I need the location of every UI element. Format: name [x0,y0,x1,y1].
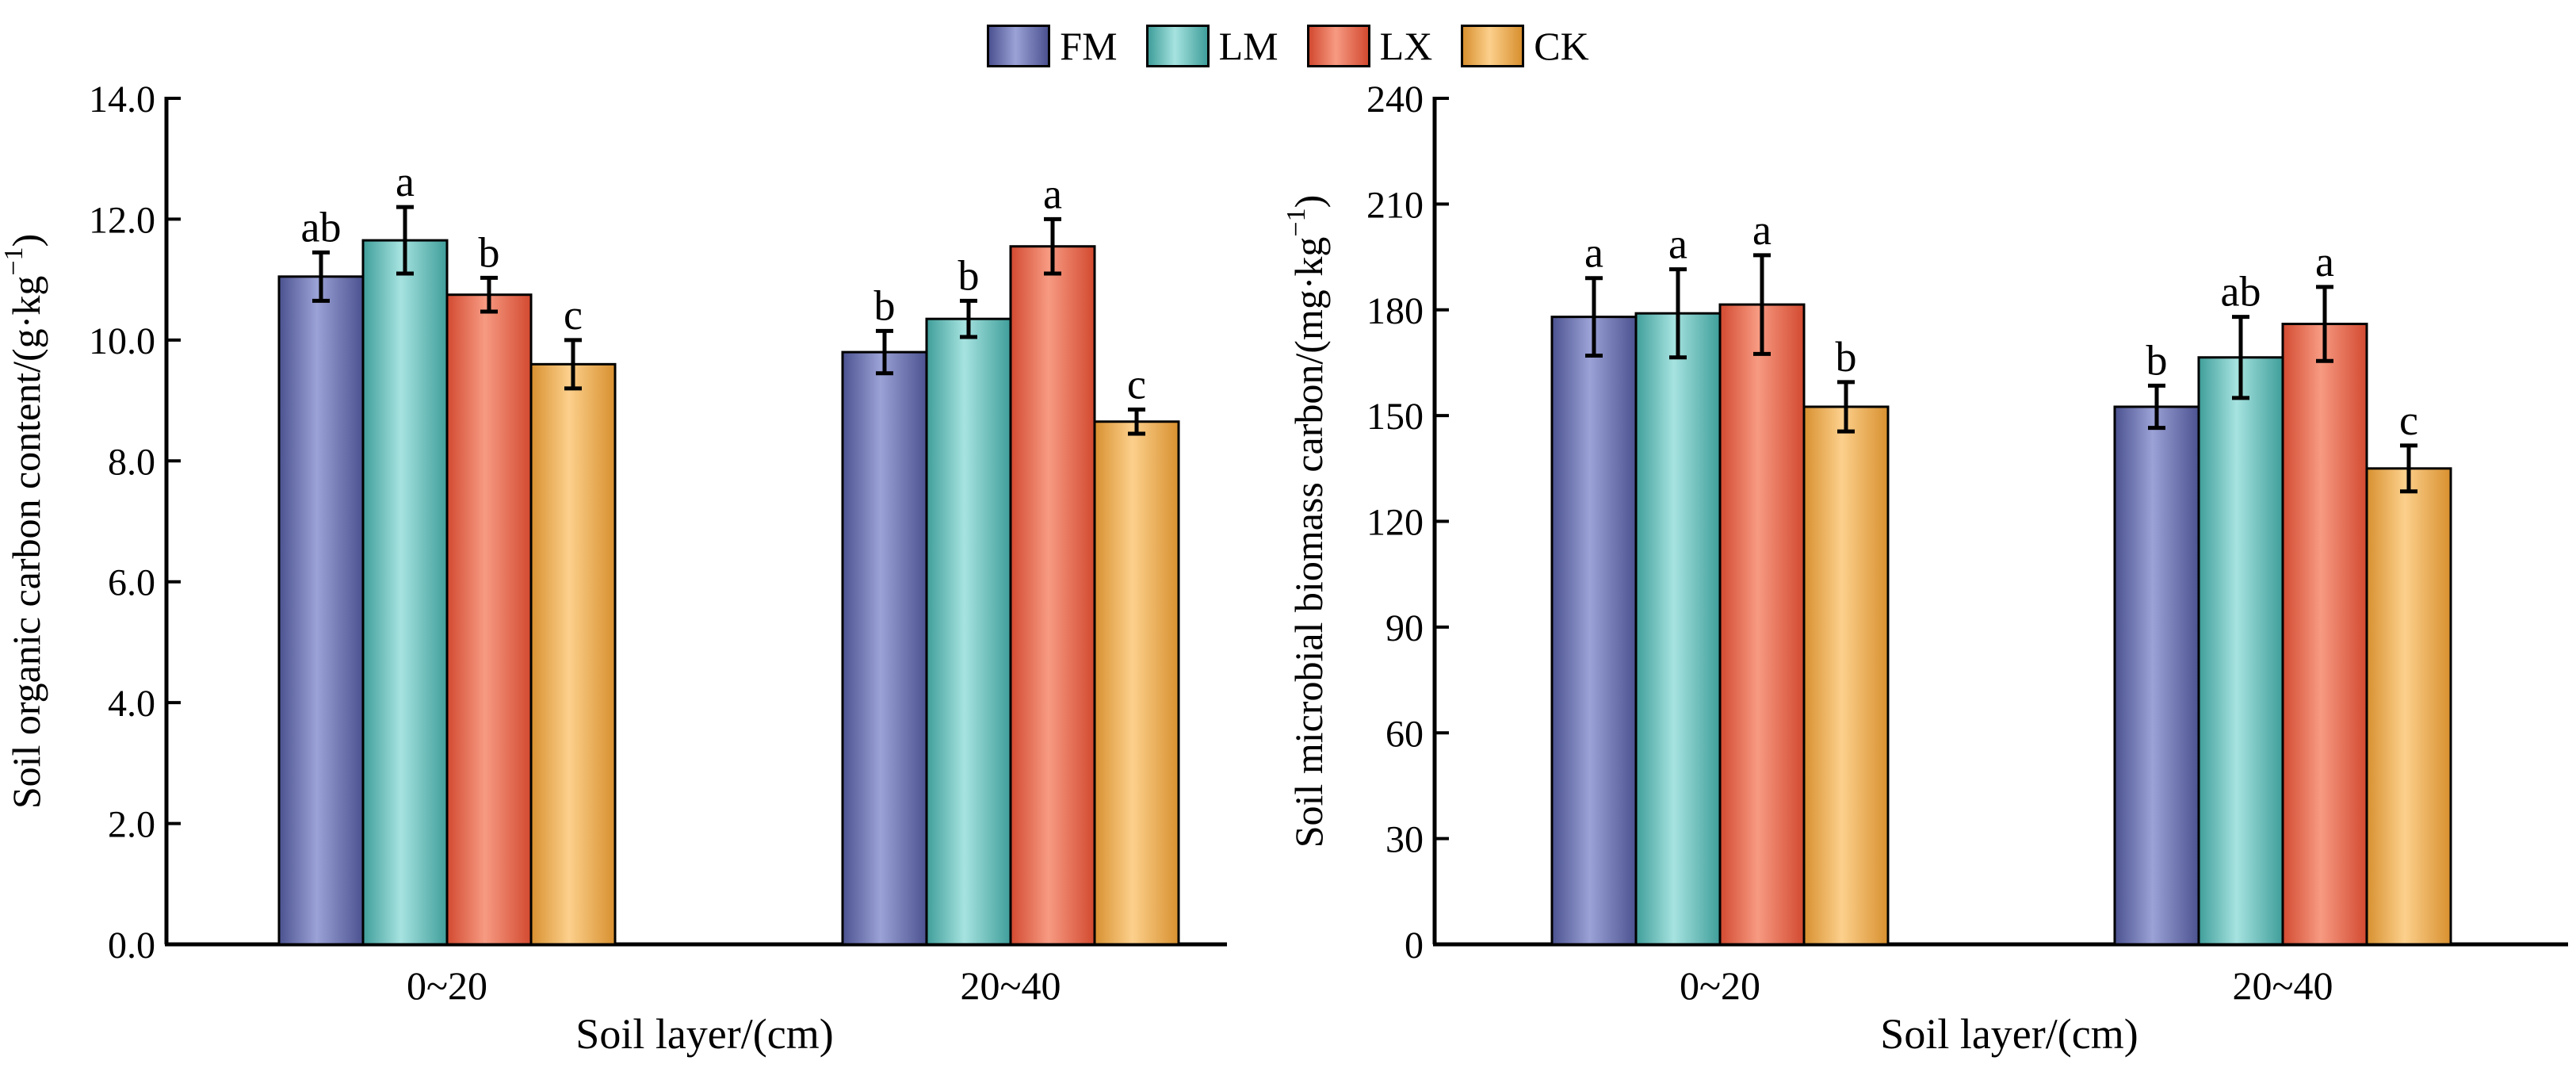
y-tick-label: 60 [1385,713,1424,755]
bar-fm-0 [1550,316,1638,946]
legend-swatch-lm [1145,25,1210,67]
y-axis-label: Soil microbial biomass carbon/(mg·kg−1) [1282,195,1331,848]
bar-ck-0 [529,362,617,946]
x-tick-label: 0~20 [407,963,487,1008]
bar-ck-1 [1093,420,1180,946]
y-tick-label: 120 [1366,502,1424,544]
y-tick-label: 6.0 [108,562,155,604]
bar-lx-1 [2281,323,2368,946]
bar-ck-0 [1802,405,1890,946]
x-tick-label: 20~40 [2232,963,2333,1008]
x-tick-label: 20~40 [960,963,1061,1008]
legend-item-lm: LM [1145,24,1278,68]
y-tick-label: 12.0 [89,199,155,241]
x-axis-label: Soil layer/(cm) [575,1010,833,1058]
legend-swatch-lx [1306,25,1370,67]
bar-lx-0 [1718,303,1806,946]
y-tick-label: 30 [1385,819,1424,861]
y-tick-label: 0.0 [108,925,155,967]
y-tick-label: 8.0 [108,441,155,483]
significance-letter: a [396,158,415,205]
bar-lx-0 [445,293,533,946]
bar-fm-1 [841,350,928,946]
legend-label-lx: LX [1379,24,1433,68]
legend-swatch-ck [1461,25,1525,67]
significance-letter: a [2315,238,2334,285]
significance-letter: ab [301,203,342,251]
bar-lm-0 [361,239,449,946]
legend-label-lm: LM [1218,24,1278,68]
significance-letter: c [2399,396,2418,444]
legend: FM LM LX CK [0,14,2576,78]
y-tick-label: 210 [1366,184,1424,226]
legend-label-fm: FM [1060,24,1118,68]
y-tick-label: 10.0 [89,320,155,362]
y-tick-label: 150 [1366,396,1424,438]
x-axis-label: Soil layer/(cm) [1880,1010,2138,1058]
y-tick-label: 0 [1405,925,1424,967]
bar-ck-1 [2365,467,2452,946]
legend-item-fm: FM [987,24,1118,68]
chart-soil-organic-carbon: 0.0 2.0 4.0 6.0 8.0 10.0 12.0 14.0 Soil organic … [0,78,1227,1058]
legend-swatch-fm [987,25,1051,67]
significance-letter: b [2146,336,2168,384]
bar-fm-0 [277,275,365,946]
chart-microbial-biomass-carbon: 0 30 60 90 120 150 180 210 240 Soil microbial bio… [1282,78,2568,1058]
legend-item-ck: CK [1461,24,1589,68]
legend-item-lx: LX [1306,24,1433,68]
y-tick-label: 2.0 [108,804,155,846]
y-tick-label: 240 [1366,78,1424,121]
significance-letter: b [874,281,896,329]
bar-fm-1 [2113,405,2200,946]
bar-lx-1 [1009,245,1096,946]
bar-lm-1 [925,317,1012,946]
significance-letter: c [1127,361,1146,408]
significance-letter: ab [2221,268,2261,316]
bar-lm-1 [2197,356,2284,946]
y-tick-label: 14.0 [89,78,155,121]
legend-label-ck: CK [1534,24,1589,68]
significance-letter: a [1584,229,1603,277]
significance-letter: a [1668,220,1687,268]
significance-letter: a [1752,206,1771,254]
y-tick-label: 90 [1385,607,1424,649]
x-tick-label: 0~20 [1680,963,1760,1008]
y-axis-label: Soil organic carbon content/(g·kg−1) [0,234,48,809]
significance-letter: b [958,251,980,299]
bar-lm-0 [1634,312,1722,946]
significance-letter: c [564,291,583,339]
significance-letter: b [479,228,500,276]
significance-letter: a [1043,170,1062,217]
y-tick-label: 180 [1366,290,1424,332]
significance-letter: b [1836,333,1857,381]
y-tick-label: 4.0 [108,683,155,725]
